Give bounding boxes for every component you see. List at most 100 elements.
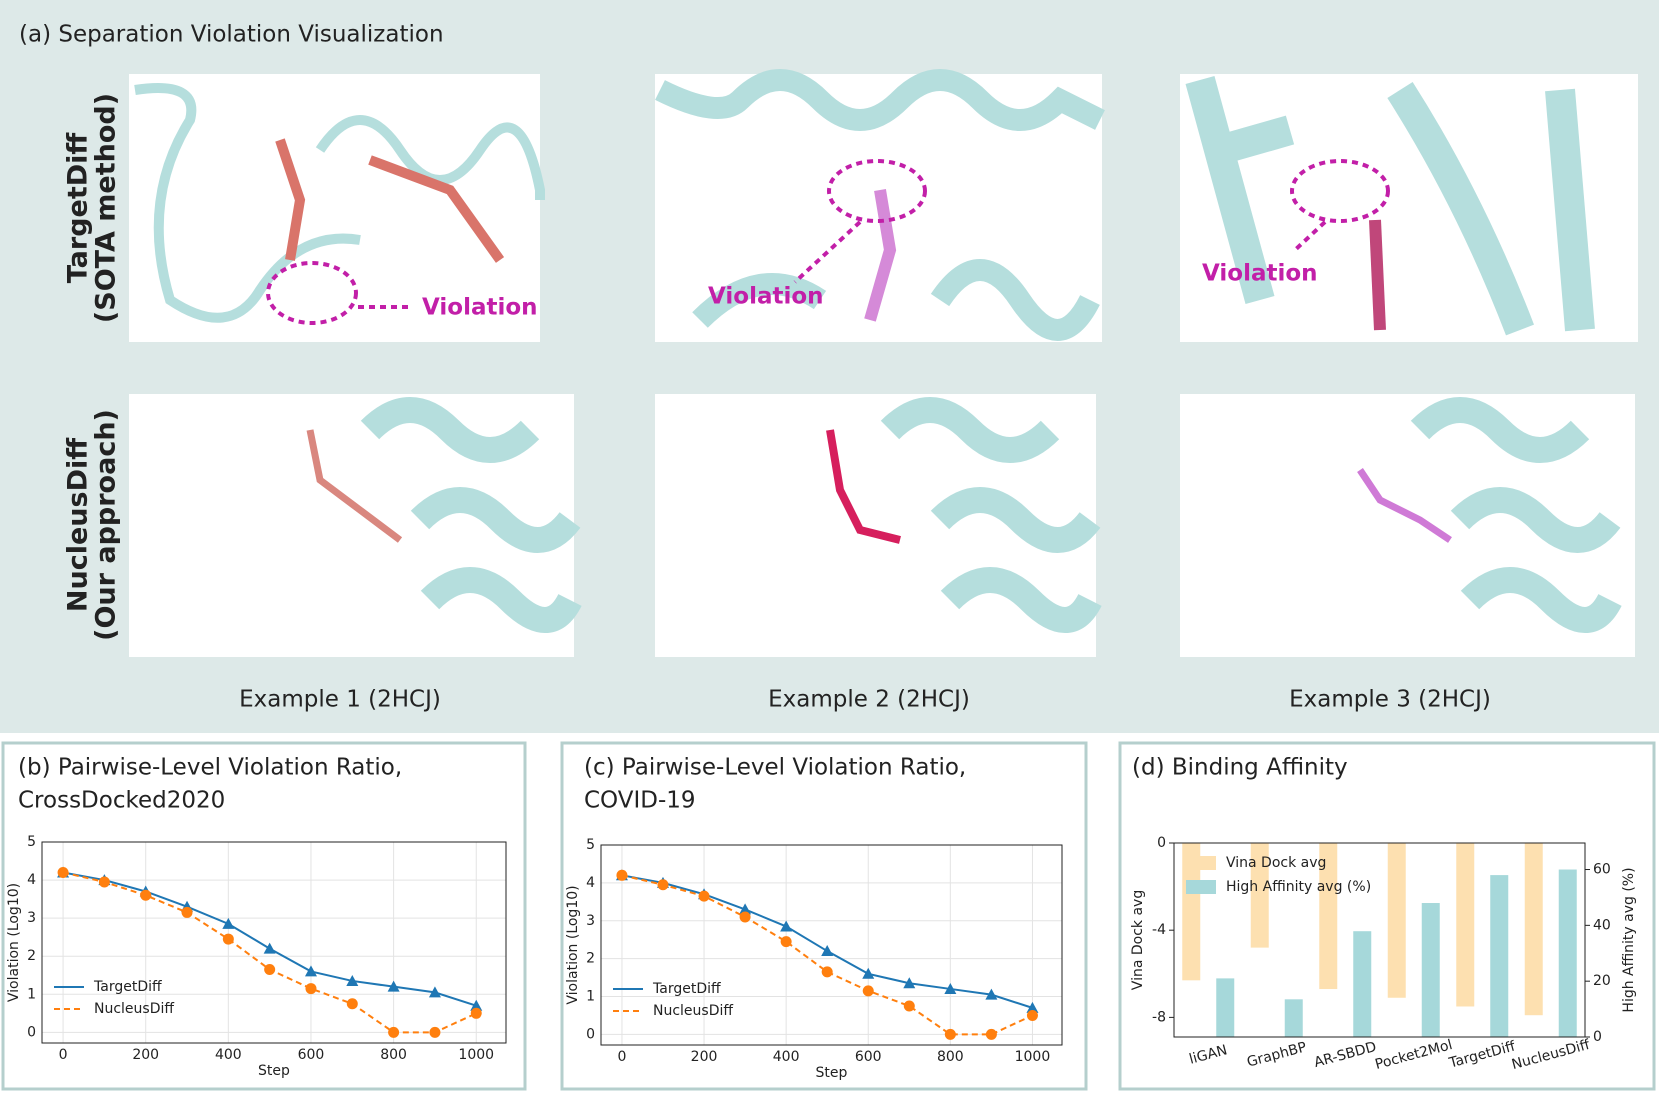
y-tick-label: 3 (27, 910, 36, 926)
chart-title: (d) Binding Affinity (1132, 755, 1348, 781)
marker (470, 1007, 482, 1019)
marker (1026, 1001, 1039, 1013)
legend-label: High Affinity avg (%) (1226, 879, 1371, 895)
y-tick-label: 2 (586, 951, 595, 967)
y2-tick-label: 20 (1593, 973, 1611, 989)
example-label: Example 2 (2HCJ) (768, 687, 970, 713)
violation-label: Violation (708, 284, 824, 310)
x-tick-label: AR-SBDD (1312, 1039, 1378, 1071)
panel-frame (1118, 741, 1656, 1091)
y-tick-label: 3 (586, 913, 595, 929)
violation-label: Violation (1202, 261, 1318, 287)
example-label: Example 1 (2HCJ) (239, 687, 441, 713)
x-tick-label-group: liGAN (1187, 1042, 1229, 1067)
panel-frame (1, 741, 527, 1091)
y-axis-label: Vina Dock avg (1130, 890, 1146, 990)
legend-label: TargetDiff (652, 981, 721, 997)
bar (1216, 978, 1235, 1037)
chart-title: (c) Pairwise-Level Violation Ratio, (584, 755, 966, 781)
marker (263, 942, 276, 954)
y2-axis-label-group: High Affinity avg (%) (1621, 867, 1637, 1012)
x-tick-label: 1000 (458, 1047, 494, 1063)
x-tick-label-group: TargetDiff (1447, 1038, 1518, 1071)
plot-frame (1173, 842, 1586, 1038)
x-tick-label-group: AR-SBDD (1312, 1039, 1378, 1071)
bar (1250, 843, 1269, 948)
x-tick-label: 800 (380, 1047, 407, 1063)
bar (1490, 875, 1509, 1037)
x-tick-label: liGAN (1187, 1042, 1229, 1067)
y-tick-label: 4 (27, 872, 36, 888)
bar (1387, 843, 1406, 998)
y-tick-label: -4 (1152, 922, 1166, 938)
legend-label: TargetDiff (93, 979, 162, 995)
legend-swatch (1186, 856, 1216, 870)
marker (821, 945, 834, 957)
chart-title: CrossDocked2020 (18, 788, 225, 814)
marker (739, 911, 751, 923)
x-tick-label: 200 (132, 1047, 159, 1063)
bar (1284, 999, 1303, 1037)
panel-frame (560, 741, 1088, 1091)
marker (780, 936, 792, 948)
violation-label: Violation (422, 295, 538, 321)
legend-label: NucleusDiff (94, 1001, 174, 1017)
legend-label: Vina Dock avg (1226, 855, 1326, 871)
marker (821, 966, 833, 978)
y2-axis-label: High Affinity avg (%) (1621, 867, 1637, 1012)
x-tick-label: 0 (617, 1049, 626, 1065)
marker (862, 967, 875, 979)
bar (1524, 843, 1543, 1016)
y-tick-label: 5 (27, 834, 36, 850)
y-axis-label: Violation (Log10) (6, 883, 22, 1002)
bar (1558, 869, 1577, 1037)
panel-title: (a) Separation Violation Visualization (19, 22, 444, 48)
y-axis-label: Violation (Log10) (565, 885, 581, 1004)
example-label: Example 3 (2HCJ) (1289, 687, 1491, 713)
x-tick-label-group: Pocket2Mol (1373, 1037, 1454, 1073)
marker (98, 876, 110, 888)
y-tick-label: 1 (586, 989, 595, 1005)
x-tick-label-group: NucleusDiff (1510, 1037, 1592, 1073)
marker (985, 988, 998, 1000)
marker (264, 964, 276, 976)
plot-frame (41, 841, 507, 1044)
marker (944, 982, 957, 994)
x-tick-label: 0 (59, 1047, 68, 1063)
marker (222, 933, 234, 945)
marker (470, 999, 483, 1011)
y-axis-label-group: Violation (Log10) (565, 885, 581, 1004)
y2-tick-label: 0 (1593, 1029, 1602, 1045)
legend-swatch (1186, 880, 1216, 894)
marker (140, 889, 152, 901)
x-tick-label: 200 (691, 1049, 718, 1065)
series-line (621, 874, 1033, 1036)
chart-title: COVID-19 (584, 788, 696, 814)
x-tick-label: 400 (773, 1049, 800, 1065)
marker (387, 980, 400, 992)
bar (1353, 931, 1372, 1037)
y2-tick-label: 60 (1593, 862, 1611, 878)
marker (944, 1028, 956, 1040)
x-tick-label: GraphBP (1245, 1039, 1308, 1070)
x-tick-label: TargetDiff (1447, 1038, 1518, 1071)
row-label: (SOTA method) (91, 93, 122, 323)
marker (739, 903, 752, 915)
marker (780, 920, 793, 932)
x-tick-label: 800 (937, 1049, 964, 1065)
x-tick-label: 1000 (1015, 1049, 1051, 1065)
y-tick-label: 0 (1157, 835, 1166, 851)
x-tick-label: NucleusDiff (1510, 1037, 1592, 1073)
marker (862, 985, 874, 997)
x-tick-label: 600 (855, 1049, 882, 1065)
marker (181, 906, 193, 918)
x-axis-label: Step (258, 1063, 290, 1079)
row-label: TargetDiff (63, 132, 94, 284)
marker (346, 998, 358, 1010)
y-tick-label: -8 (1152, 1009, 1166, 1025)
y-tick-label: 5 (586, 837, 595, 853)
marker (1026, 1009, 1038, 1021)
x-tick-label-group: GraphBP (1245, 1039, 1308, 1070)
bar (1319, 843, 1338, 990)
